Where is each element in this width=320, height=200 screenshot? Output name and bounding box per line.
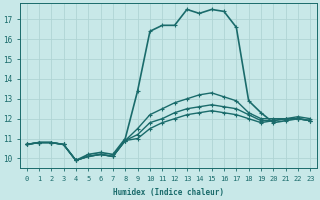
X-axis label: Humidex (Indice chaleur): Humidex (Indice chaleur) <box>113 188 224 197</box>
